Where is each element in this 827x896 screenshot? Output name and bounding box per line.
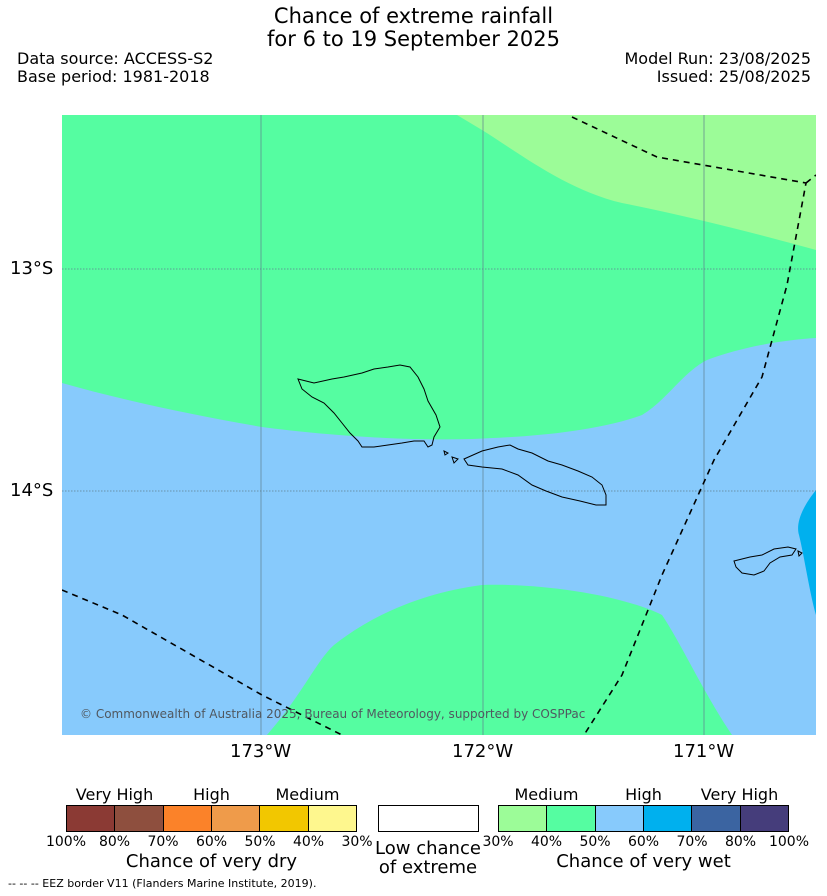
- wet-colorbar-cell: [643, 806, 693, 831]
- data-source: Data source: ACCESS-S2: [17, 49, 214, 68]
- dry-colorbar-cell: [211, 806, 261, 831]
- wet-colorbar-tick: 100%: [768, 834, 810, 850]
- wet-colorbar-tick: 30%: [482, 834, 514, 850]
- wet-header-high: High: [625, 785, 662, 804]
- graticule: [62, 115, 816, 735]
- aunuu-islet: [797, 550, 803, 558]
- wet-colorbar-cell: [547, 806, 596, 831]
- dry-colorbar-tick: 70%: [147, 834, 179, 850]
- wet-colorbar-cell: [692, 806, 741, 831]
- savaii-island: [297, 364, 441, 448]
- dry-colorbar-tick: 80%: [98, 834, 131, 850]
- dry-header-medium: Medium: [275, 785, 340, 804]
- map-title-line1: Chance of extreme rainfall: [273, 4, 554, 28]
- lon-tick-171w: 171°W: [673, 741, 735, 762]
- dry-colorbar-cell: [308, 806, 356, 831]
- rainfall-map: © Commonwealth of Australia 2025, Bureau…: [62, 115, 816, 735]
- zone-40-50-south: [267, 584, 732, 735]
- wet-header-very-high: Very High: [700, 785, 779, 804]
- dry-colorbar-tick: 60%: [195, 834, 228, 850]
- lat-tick-13s: 13°S: [10, 258, 54, 279]
- dry-colorbar-tick: 30%: [341, 834, 373, 850]
- eez-border: [62, 116, 816, 735]
- low-chance-label-line2: of extreme: [378, 857, 478, 878]
- dry-colorbar-cell: [163, 806, 212, 831]
- dry-colorbar: [66, 805, 357, 832]
- dry-colorbar-cell: [115, 806, 164, 831]
- lat-tick-14s: 14°S: [10, 480, 54, 501]
- dry-colorbar-cell: [67, 806, 116, 831]
- low-chance-box: [378, 805, 479, 832]
- base-period: Base period: 1981-2018: [17, 67, 210, 86]
- wet-colorbar-tick: 70%: [676, 834, 708, 850]
- wet-colorbar-cell: [499, 806, 548, 831]
- copyright-notice: © Commonwealth of Australia 2025, Bureau…: [80, 707, 585, 721]
- wet-colorbar-cell: [740, 806, 788, 831]
- dry-label: Chance of very dry: [125, 851, 298, 872]
- wet-colorbar-tick: 80%: [724, 834, 757, 850]
- wet-colorbar-cell: [595, 806, 644, 831]
- dry-colorbar-tick: 50%: [244, 834, 276, 850]
- zone-60-70-east: [798, 490, 816, 615]
- islands: [297, 364, 803, 576]
- model-run: Model Run: 23/08/2025: [624, 49, 812, 68]
- manono-islet: [451, 456, 459, 464]
- dry-header-very-high: Very High: [75, 785, 154, 804]
- wet-label: Chance of very wet: [556, 851, 731, 872]
- wet-colorbar: [498, 805, 789, 832]
- zone-30-40-north: [457, 115, 816, 250]
- dry-colorbar-tick: 40%: [292, 834, 325, 850]
- map-title-line2: for 6 to 19 September 2025: [267, 27, 560, 51]
- dry-header-high: High: [193, 785, 230, 804]
- wet-colorbar-tick: 60%: [627, 834, 660, 850]
- upolu-island: [463, 444, 607, 506]
- wet-colorbar-tick: 50%: [579, 834, 611, 850]
- apolima-islet: [443, 450, 449, 456]
- issued-date: Issued: 25/08/2025: [656, 67, 811, 86]
- dry-colorbar-cell: [260, 806, 309, 831]
- tutuila-island: [733, 546, 797, 576]
- low-chance-label-line1: Low chance: [375, 838, 481, 859]
- dry-colorbar-tick: 100%: [45, 834, 87, 850]
- eez-footnote: -- -- -- EEZ border V11 (Flanders Marine…: [8, 877, 317, 890]
- lon-tick-173w: 173°W: [230, 741, 292, 762]
- lon-tick-172w: 172°W: [452, 741, 514, 762]
- wet-colorbar-tick: 40%: [530, 834, 563, 850]
- wet-header-medium: Medium: [514, 785, 579, 804]
